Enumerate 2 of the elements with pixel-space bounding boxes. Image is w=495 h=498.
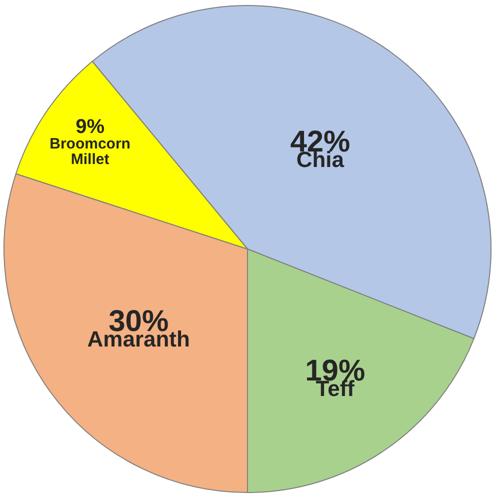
slice-label: Broomcorn Millet [50, 135, 130, 168]
data-label: 9% [76, 116, 105, 138]
